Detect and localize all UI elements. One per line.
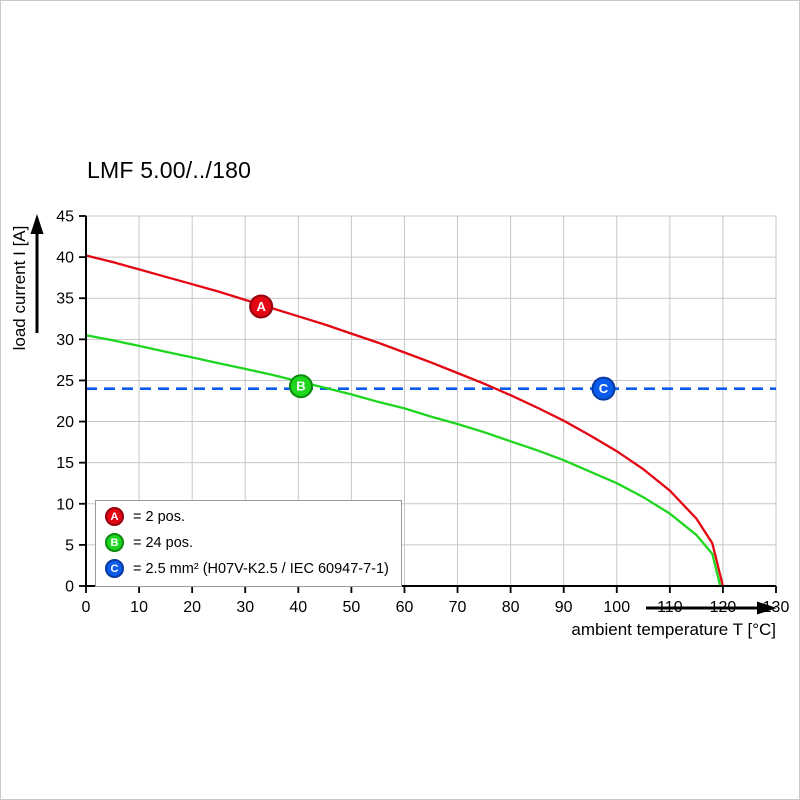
chart-title: LMF 5.00/../180 — [87, 157, 252, 183]
svg-text:70: 70 — [449, 599, 467, 616]
svg-text:40: 40 — [56, 250, 74, 267]
svg-text:90: 90 — [555, 599, 573, 616]
svg-text:25: 25 — [56, 373, 74, 390]
svg-text:C: C — [599, 381, 609, 396]
y-axis-label: load current I [A] — [10, 225, 29, 351]
legend-item-a: A = 2 pos. — [105, 507, 389, 526]
svg-text:0: 0 — [65, 579, 74, 596]
svg-text:B: B — [296, 379, 305, 394]
svg-text:40: 40 — [289, 599, 307, 616]
legend-item-label: = 2.5 mm² (H07V-K2.5 / IEC 60947-7-1) — [133, 560, 389, 577]
y-axis-arrow-icon — [30, 214, 44, 333]
svg-text:A: A — [256, 299, 266, 314]
legend-item-label: = 2 pos. — [133, 508, 185, 525]
svg-text:10: 10 — [130, 599, 148, 616]
svg-text:45: 45 — [56, 209, 74, 226]
legend-item-c: C = 2.5 mm² (H07V-K2.5 / IEC 60947-7-1) — [105, 559, 389, 578]
svg-text:5: 5 — [65, 537, 74, 554]
legend-dot: A — [105, 507, 124, 526]
svg-text:30: 30 — [236, 599, 254, 616]
svg-text:15: 15 — [56, 455, 74, 472]
svg-text:20: 20 — [56, 414, 74, 431]
legend: A = 2 pos. B = 24 pos. C = 2.5 mm² (H07V… — [95, 500, 402, 587]
legend-item-b: B = 24 pos. — [105, 533, 389, 552]
svg-text:0: 0 — [82, 599, 91, 616]
svg-text:35: 35 — [56, 291, 74, 308]
svg-text:20: 20 — [183, 599, 201, 616]
svg-text:130: 130 — [763, 599, 790, 616]
svg-text:30: 30 — [56, 332, 74, 349]
legend-dot: C — [105, 559, 124, 578]
svg-text:10: 10 — [56, 496, 74, 513]
x-axis-arrow-icon — [646, 601, 777, 615]
legend-item-label: = 24 pos. — [133, 534, 194, 551]
x-axis-label: ambient temperature T [°C] — [571, 620, 776, 639]
svg-text:100: 100 — [603, 599, 630, 616]
svg-text:120: 120 — [710, 599, 737, 616]
legend-dot: B — [105, 533, 124, 552]
svg-text:110: 110 — [657, 599, 683, 616]
svg-text:80: 80 — [502, 599, 520, 616]
svg-text:60: 60 — [396, 599, 414, 616]
svg-text:50: 50 — [342, 599, 360, 616]
